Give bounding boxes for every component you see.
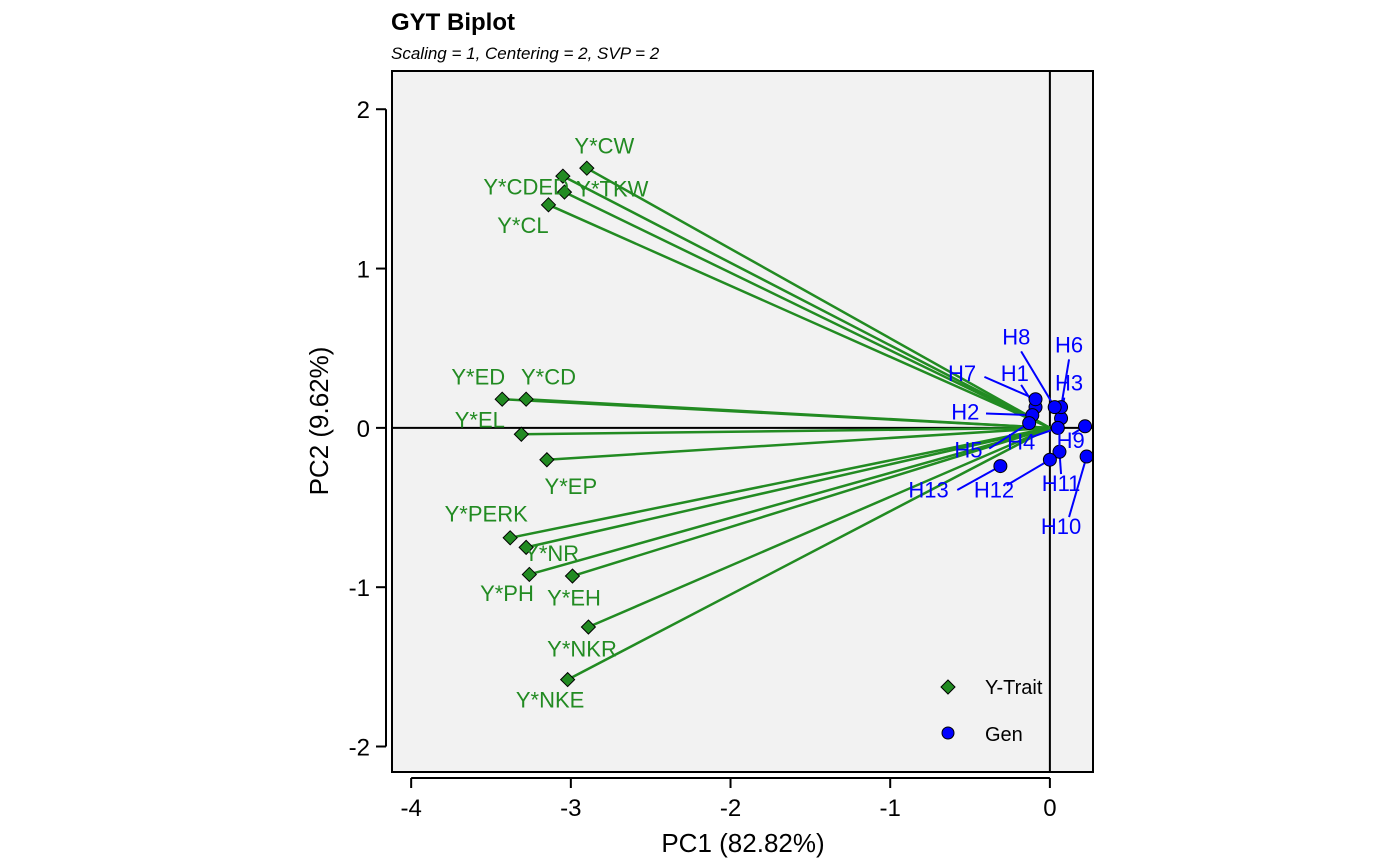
y-tick-label: 2 — [357, 97, 370, 124]
gen-leader-line — [984, 375, 1036, 401]
gen-label: H5 — [954, 438, 982, 463]
trait-vector — [586, 167, 1051, 429]
gen-label: H6 — [1055, 332, 1083, 357]
x-tick-label: -1 — [880, 795, 901, 822]
x-tick-label: -4 — [400, 795, 421, 822]
gen-leader-line — [1020, 350, 1056, 408]
gen-label: H4 — [1007, 430, 1035, 455]
y-tick-label: 1 — [357, 257, 370, 284]
trait-vector — [547, 203, 1051, 430]
y-tick-label: -2 — [349, 735, 370, 762]
x-tick-label: -2 — [720, 795, 741, 822]
trait-point — [518, 391, 534, 407]
gen-point — [1047, 400, 1062, 415]
trait-point — [539, 452, 555, 468]
trait-vector — [528, 426, 1051, 576]
legend-label-gen: Gen — [985, 724, 1023, 746]
gen-point — [1022, 416, 1037, 431]
gen-leader-line — [1068, 456, 1088, 518]
trait-label: Y*CDED — [483, 175, 569, 200]
trait-point — [555, 168, 571, 184]
gen-leader-line — [985, 412, 1033, 417]
gen-label: H3 — [1055, 371, 1083, 396]
legend-marker-trait — [940, 679, 956, 695]
trait-label: Y*NKR — [547, 637, 617, 662]
gen-point — [993, 459, 1008, 474]
trait-label: Y*CD — [521, 364, 576, 389]
gen-label: H11 — [1042, 471, 1081, 496]
gen-label: H10 — [1041, 514, 1081, 539]
gen-label: H13 — [908, 477, 948, 502]
legend-marker-gen — [941, 726, 955, 740]
chart-subtitle: Scaling = 1, Centering = 2, SVP = 2 — [391, 44, 660, 63]
y-axis-ticks: -2 -1 0 1 2 — [349, 97, 387, 762]
trait-point — [559, 671, 576, 688]
gen-label: H2 — [951, 399, 979, 424]
trait-label: Y*EH — [547, 586, 601, 611]
y-tick-label: -1 — [349, 575, 370, 602]
trait-vector — [587, 426, 1051, 629]
trait-label: Y*NKE — [516, 688, 584, 713]
gen-label: H7 — [948, 361, 976, 386]
plot-frame — [391, 70, 1094, 773]
gen-label: H1 — [1001, 361, 1029, 386]
trait-label: Y*ED — [451, 364, 505, 389]
trait-label: Y*EL — [455, 407, 505, 432]
trait-point — [564, 568, 581, 584]
trait-vector — [563, 190, 1051, 429]
trait-point — [556, 184, 573, 200]
x-tick-label: -3 — [560, 795, 581, 822]
trait-vector — [562, 175, 1051, 429]
gen-point — [1028, 392, 1043, 407]
trait-point — [494, 391, 510, 407]
chart-title: GYT Biplot — [391, 9, 515, 36]
trait-point — [502, 530, 518, 546]
x-axis-ticks: -4 -3 -2 -1 0 — [400, 777, 1057, 822]
trait-vector — [572, 426, 1051, 578]
trait-label: Y*CW — [574, 133, 634, 158]
trait-point — [521, 566, 538, 583]
y-axis-label: PC2 (9.62%) — [304, 347, 334, 496]
point-labels: Y*CW Y*TKW Y*CDED Y*CL Y*ED Y*CD Y*EL Y*EP Y*PER… — [445, 133, 1085, 712]
trait-point — [518, 539, 534, 556]
trait-point — [540, 197, 557, 213]
trait-label: Y*PERK — [445, 501, 528, 526]
trait-vector — [521, 426, 1050, 436]
gen-leader-line — [988, 422, 1030, 450]
trait-point — [580, 619, 597, 635]
gen-leader-line — [956, 465, 1001, 491]
trait-vector — [526, 397, 1050, 430]
gen-label: H8 — [1002, 324, 1030, 349]
trait-points — [494, 160, 597, 688]
trait-label: Y*TKW — [576, 176, 648, 201]
gen-point — [1052, 444, 1067, 459]
plot-panel — [392, 71, 1093, 772]
gen-label: H9 — [1057, 428, 1085, 453]
gen-points — [993, 392, 1094, 474]
gen-label: H12 — [974, 477, 1014, 502]
trait-label: Y*CL — [497, 213, 548, 238]
trait-label: Y*NR — [524, 541, 579, 566]
legend-label-trait: Y-Trait — [985, 677, 1043, 699]
trait-vectors — [502, 167, 1051, 681]
gen-point — [1078, 419, 1093, 434]
gen-leader-line — [1006, 458, 1051, 487]
x-tick-label: 0 — [1043, 795, 1056, 822]
gen-point — [1042, 452, 1057, 467]
gen-leader-line — [1060, 359, 1071, 408]
trait-label: Y*PH — [480, 581, 534, 606]
trait-vector — [567, 426, 1051, 681]
trait-vector — [546, 426, 1050, 461]
trait-point — [579, 160, 595, 176]
gen-point — [1050, 420, 1065, 435]
trait-label: Y*EP — [545, 474, 598, 499]
trait-vector — [525, 426, 1051, 549]
x-axis-label: PC1 (82.82%) — [661, 828, 824, 858]
legend: Y-Trait Gen — [940, 677, 1043, 746]
y-tick-label: 0 — [357, 416, 370, 443]
trait-point — [513, 426, 530, 442]
trait-vector — [509, 426, 1051, 540]
